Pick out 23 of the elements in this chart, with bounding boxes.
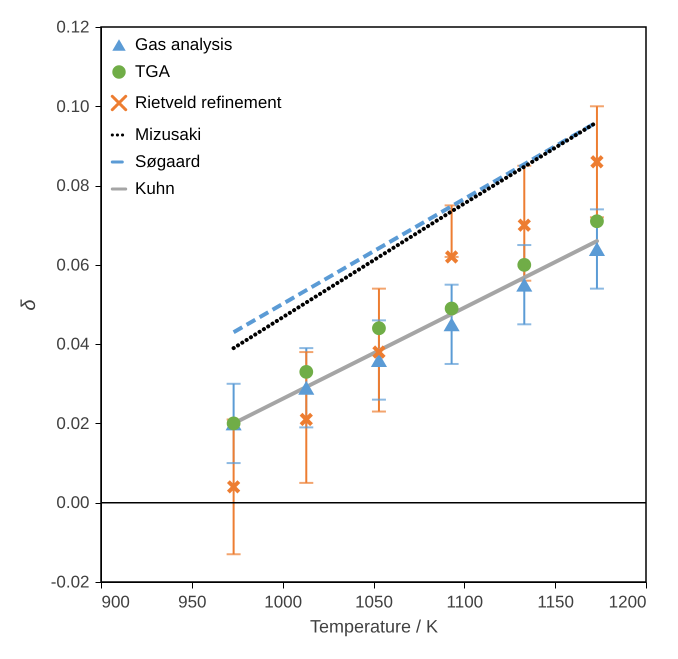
x-tick-label: 1200 [608, 592, 646, 612]
x-tick-label: 950 [178, 592, 207, 612]
y-tick-label: 0.04 [56, 334, 90, 354]
legend-label: Søgaard [135, 152, 200, 171]
x-tick-label: 1050 [355, 592, 393, 612]
x-axis-title: Temperature / K [310, 616, 438, 636]
legend-label: TGA [135, 62, 171, 81]
y-tick-label: 0.06 [56, 255, 90, 274]
legend-label: Kuhn [135, 179, 175, 198]
y-tick-label: 0.00 [56, 493, 90, 512]
x-tick-label: 1000 [264, 592, 302, 612]
legend-label: Mizusaki [135, 125, 202, 144]
x-tick-label: 900 [102, 592, 130, 612]
legend-label: Rietveld refinement [135, 93, 282, 112]
x-tick-label: 1150 [537, 592, 574, 612]
x-tick-label: 1100 [446, 592, 484, 612]
y-tick-label: 0.02 [56, 414, 90, 433]
y-axis-title: δ [18, 298, 40, 311]
y-tick-label: 0.12 [56, 18, 90, 36]
y-tick-label: -0.02 [50, 572, 90, 592]
legend-label: Gas analysis [135, 35, 232, 54]
y-tick-label: 0.08 [56, 176, 90, 196]
y-tick-label: 0.10 [56, 96, 90, 116]
